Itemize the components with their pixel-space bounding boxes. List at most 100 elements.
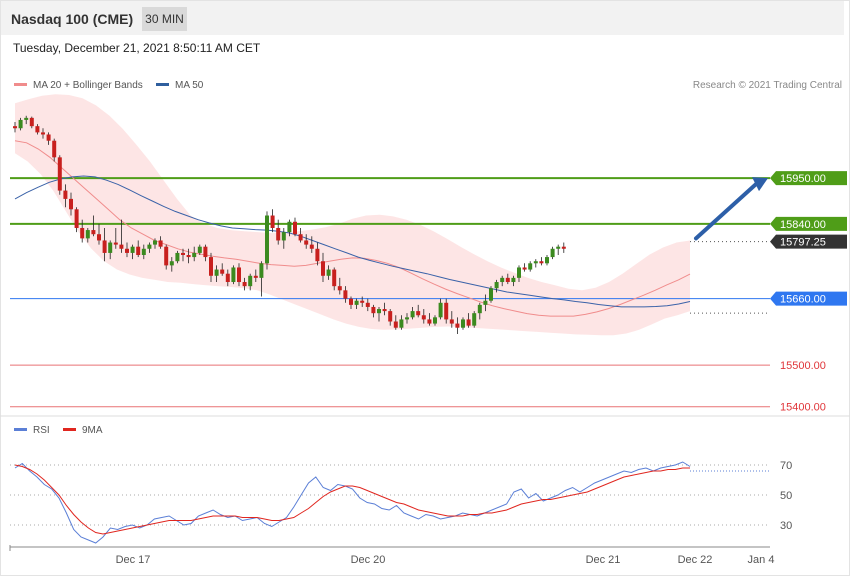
candle-body bbox=[214, 269, 219, 276]
legend-ma50-label: MA 50 bbox=[175, 80, 204, 91]
ma20-line bbox=[14, 140, 691, 317]
candle-body bbox=[483, 300, 488, 305]
candle-body bbox=[382, 309, 387, 312]
candle-body bbox=[545, 257, 549, 264]
candle-body bbox=[259, 263, 264, 278]
level-tag-bg bbox=[770, 216, 847, 231]
candle-body bbox=[97, 234, 101, 241]
candle-body bbox=[130, 246, 135, 253]
candle-body bbox=[326, 269, 331, 276]
candle-body bbox=[209, 257, 213, 276]
forecast-arrow-head-icon bbox=[752, 177, 768, 192]
level-tag-label: 15660.00 bbox=[780, 294, 826, 306]
level-label-support: 15400.00 bbox=[780, 402, 826, 414]
candle-body bbox=[365, 302, 370, 307]
candle-body bbox=[438, 302, 443, 318]
candle-body bbox=[169, 261, 174, 266]
candle-body bbox=[237, 267, 241, 283]
ma20-swatch-icon bbox=[14, 82, 27, 86]
level-tag-last: 15797.25 bbox=[770, 234, 847, 249]
candle-body bbox=[304, 240, 309, 245]
candle-body bbox=[349, 298, 353, 305]
candle-body bbox=[141, 248, 146, 255]
candle-body bbox=[248, 275, 253, 287]
candle-body bbox=[500, 277, 505, 283]
candle-body bbox=[517, 267, 521, 278]
x-tick-label: Dec 22 bbox=[678, 554, 713, 566]
forecast-arrow bbox=[694, 182, 758, 241]
legend-9ma-label: 9MA bbox=[82, 425, 103, 436]
candle-body bbox=[186, 255, 191, 258]
candle-body bbox=[91, 230, 96, 235]
candle-body bbox=[371, 306, 376, 314]
level-label-support: 15500.00 bbox=[780, 360, 826, 372]
candle-body bbox=[102, 240, 107, 253]
x-tick-label: Jan 4 bbox=[748, 554, 775, 566]
candle-body bbox=[528, 263, 533, 270]
candle-body bbox=[321, 261, 325, 276]
level-tag-bg bbox=[770, 171, 847, 186]
candle-body bbox=[455, 323, 460, 328]
candle-body bbox=[494, 282, 499, 289]
candle-body bbox=[164, 246, 169, 266]
candle-body bbox=[522, 267, 527, 270]
bollinger-band bbox=[15, 94, 690, 336]
candle-body bbox=[511, 277, 516, 283]
candle-body bbox=[108, 242, 113, 253]
candle-body bbox=[377, 309, 381, 314]
candle-body bbox=[197, 246, 202, 253]
candle-body bbox=[309, 244, 314, 249]
candle-body bbox=[416, 311, 421, 316]
candle-body bbox=[427, 319, 432, 324]
candle-body bbox=[315, 248, 320, 262]
candle-body bbox=[46, 134, 51, 141]
level-tag-label: 15840.00 bbox=[780, 219, 826, 231]
candle-body bbox=[354, 300, 359, 305]
candle-body bbox=[393, 321, 398, 328]
legend-ma20-label: MA 20 + Bollinger Bands bbox=[33, 80, 143, 91]
candle-body bbox=[203, 246, 208, 258]
candle-body bbox=[80, 227, 85, 239]
rsi-tick-label: 50 bbox=[780, 490, 792, 502]
x-tick-label: Dec 20 bbox=[351, 554, 386, 566]
legend-rsi: RSI bbox=[14, 425, 50, 436]
level-tag-bg bbox=[770, 234, 847, 249]
candle-body bbox=[550, 248, 555, 258]
candle-body bbox=[119, 244, 124, 249]
candle-body bbox=[225, 273, 230, 283]
candle-body bbox=[158, 240, 163, 247]
timestamp: Tuesday, December 21, 2021 8:50:11 AM CE… bbox=[13, 41, 261, 55]
header-bar: Nasdaq 100 (CME) 30 MIN bbox=[1, 1, 844, 35]
ma50-swatch-icon bbox=[156, 82, 169, 86]
candle-body bbox=[231, 267, 236, 283]
candle-body bbox=[399, 319, 404, 328]
candle-body bbox=[539, 261, 544, 264]
candle-body bbox=[13, 126, 17, 129]
level-tag-pivot: 15660.00 bbox=[770, 291, 847, 306]
candle-body bbox=[276, 227, 281, 241]
candle-body bbox=[29, 117, 34, 127]
candle-body bbox=[242, 282, 247, 287]
candle-body bbox=[35, 126, 40, 133]
candle-body bbox=[41, 132, 45, 135]
candle-body bbox=[265, 215, 269, 264]
candle-body bbox=[444, 302, 449, 320]
candle-body bbox=[136, 246, 141, 255]
level-tag-bg bbox=[770, 291, 847, 306]
level-tag-label: 15797.25 bbox=[780, 237, 826, 249]
rsi-tick-label: 30 bbox=[780, 520, 792, 532]
x-tick-label: Dec 17 bbox=[116, 554, 151, 566]
candle-body bbox=[298, 234, 303, 241]
legend-9ma: 9MA bbox=[63, 425, 103, 436]
candle-body bbox=[85, 230, 90, 239]
timeframe-button[interactable]: 30 MIN bbox=[142, 7, 187, 31]
candle-body bbox=[181, 252, 185, 255]
rsi-line bbox=[14, 461, 691, 544]
legend-rsi-label: RSI bbox=[33, 425, 50, 436]
candle-body bbox=[360, 300, 365, 303]
legend-ma20: MA 20 + Bollinger Bands bbox=[14, 80, 143, 91]
candle-body bbox=[24, 117, 29, 120]
candle-body bbox=[153, 240, 157, 245]
candle-body bbox=[421, 315, 426, 320]
